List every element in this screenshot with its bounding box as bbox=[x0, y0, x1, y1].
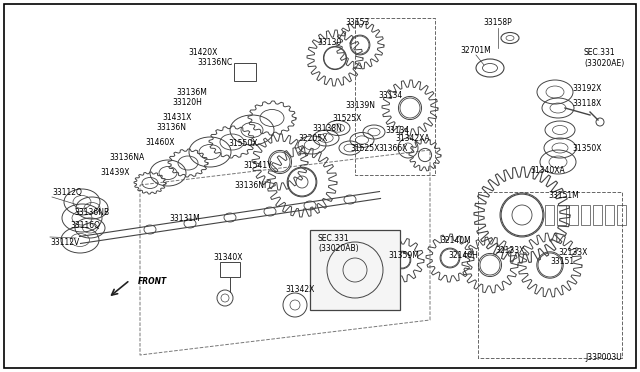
Text: 33158P: 33158P bbox=[484, 17, 513, 26]
Bar bbox=[557, 205, 566, 225]
Text: 31460X: 31460X bbox=[145, 138, 175, 147]
Text: 32140M: 32140M bbox=[440, 235, 471, 244]
Text: 31340X: 31340X bbox=[213, 253, 243, 263]
Text: 33136M: 33136M bbox=[176, 87, 207, 96]
Bar bbox=[220, 262, 240, 277]
Text: (33020AB): (33020AB) bbox=[318, 244, 358, 253]
Text: 33136NI: 33136NI bbox=[235, 180, 267, 189]
Text: 33112Q: 33112Q bbox=[52, 187, 82, 196]
Text: SEC.331: SEC.331 bbox=[318, 234, 349, 243]
Text: 31342X: 31342X bbox=[285, 285, 315, 295]
Text: 33134: 33134 bbox=[378, 90, 403, 99]
Text: 31359M: 31359M bbox=[388, 250, 419, 260]
Bar bbox=[605, 205, 614, 225]
Text: 33130: 33130 bbox=[318, 38, 342, 46]
Text: 33112V: 33112V bbox=[50, 237, 79, 247]
Text: 33151M: 33151M bbox=[548, 190, 579, 199]
Bar bbox=[234, 63, 256, 81]
Text: 31340XA: 31340XA bbox=[530, 166, 564, 174]
Text: FRONT: FRONT bbox=[138, 278, 167, 286]
Text: 33151: 33151 bbox=[550, 257, 574, 266]
Text: 31366X: 31366X bbox=[378, 144, 408, 153]
Text: 33139N: 33139N bbox=[345, 100, 375, 109]
Text: 32133X: 32133X bbox=[495, 246, 524, 254]
Text: 31431X: 31431X bbox=[163, 112, 192, 122]
Text: 32205X: 32205X bbox=[298, 134, 328, 142]
Text: 31420X: 31420X bbox=[189, 48, 218, 57]
Bar bbox=[569, 205, 578, 225]
Text: 33120H: 33120H bbox=[172, 97, 202, 106]
Text: 32133X: 32133X bbox=[558, 247, 588, 257]
Text: 33131M: 33131M bbox=[170, 214, 200, 222]
Text: 32140H: 32140H bbox=[448, 250, 478, 260]
Bar bbox=[310, 230, 400, 310]
Text: (33020AE): (33020AE) bbox=[584, 58, 624, 67]
Text: 33118X: 33118X bbox=[572, 99, 601, 108]
Text: 33138N: 33138N bbox=[312, 124, 342, 132]
Text: 33136NC: 33136NC bbox=[198, 58, 233, 67]
Text: SEC.331: SEC.331 bbox=[584, 48, 616, 57]
Text: 33116Q: 33116Q bbox=[70, 221, 100, 230]
Text: 31342XA: 31342XA bbox=[395, 134, 429, 142]
Text: 33136NA: 33136NA bbox=[109, 153, 145, 161]
Text: 33136N: 33136N bbox=[156, 122, 186, 131]
Text: 31525X: 31525X bbox=[332, 113, 362, 122]
Text: 31525X: 31525X bbox=[350, 144, 380, 153]
Text: 31439X: 31439X bbox=[100, 167, 130, 176]
Text: 33192X: 33192X bbox=[572, 83, 602, 93]
Text: 32701M: 32701M bbox=[461, 45, 492, 55]
Text: 33153: 33153 bbox=[346, 17, 370, 26]
Bar bbox=[545, 205, 554, 225]
Text: 31541Y: 31541Y bbox=[243, 160, 272, 170]
Text: 31350X: 31350X bbox=[572, 144, 602, 153]
Text: 33134: 33134 bbox=[385, 125, 409, 135]
Text: 33136NB: 33136NB bbox=[75, 208, 110, 217]
Bar bbox=[617, 205, 626, 225]
Bar bbox=[593, 205, 602, 225]
Text: 31550X: 31550X bbox=[228, 138, 258, 148]
Bar bbox=[581, 205, 590, 225]
Text: J33P003U: J33P003U bbox=[585, 353, 622, 362]
